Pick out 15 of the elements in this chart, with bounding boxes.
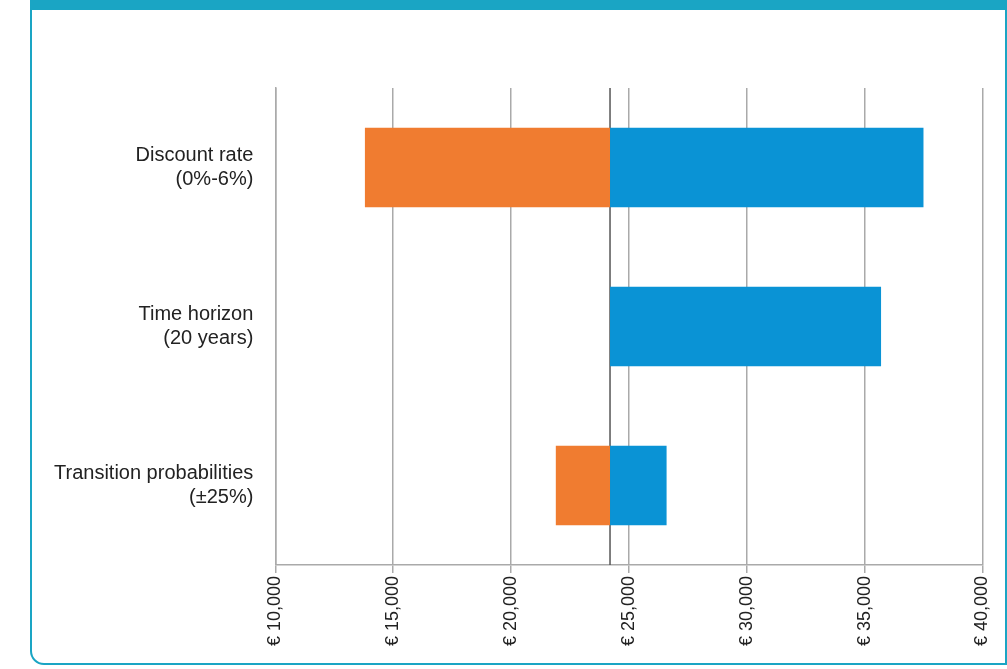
x-tick-label: € 10,000 (264, 575, 285, 647)
x-tick-label: € 35,000 (853, 575, 874, 647)
x-tick-label: € 30,000 (735, 575, 756, 647)
y-tick-label: Transition probabilities (±25%) (54, 460, 254, 507)
x-tick-label: € 20,000 (500, 575, 521, 647)
x-tick-label: € 25,000 (617, 575, 638, 647)
x-tick-label: € 40,000 (971, 575, 992, 647)
x-tick-label: € 15,000 (382, 575, 403, 647)
bar (610, 286, 882, 367)
y-tick-label: Discount rate (0%-6%) (135, 143, 254, 189)
bar (364, 127, 611, 208)
y-tick-label: Time horizon (20 years) (138, 301, 254, 348)
bar (610, 445, 667, 526)
bar (610, 127, 924, 208)
bar (555, 445, 611, 526)
